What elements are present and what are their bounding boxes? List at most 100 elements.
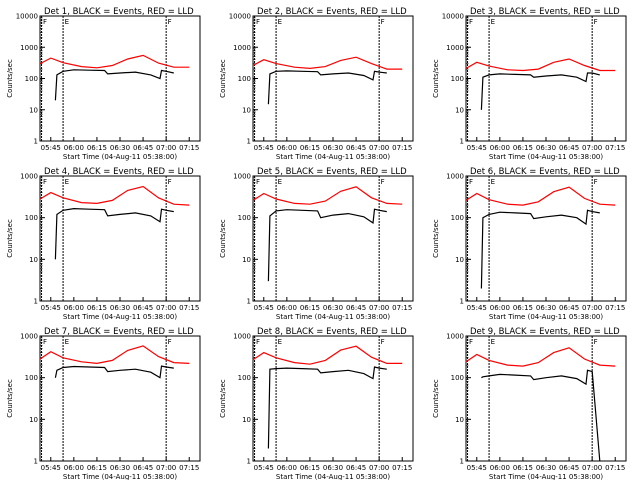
y-tick-label: 1000: [233, 173, 251, 181]
event-marker-label: F: [43, 18, 47, 26]
y-tick-label: 100: [238, 75, 251, 83]
x-tick-label: 07:00: [582, 464, 602, 472]
y-tick-label: 100: [451, 374, 464, 382]
lld-series-line: [252, 56, 403, 70]
y-tick-label: 10: [29, 106, 38, 114]
event-marker-label: F: [594, 178, 598, 186]
event-marker-label: F: [168, 18, 172, 26]
x-tick-label: 07:00: [369, 464, 389, 472]
chart-panel-det-8: Det 8, BLACK = Events, RED = LLD 1 10 100 10…: [219, 327, 414, 480]
events-series-line: [54, 365, 174, 379]
y-axis-label: Counts/sec: [219, 219, 227, 258]
event-marker-label: F: [469, 338, 473, 346]
y-axis-label: Counts/sec: [432, 219, 440, 258]
y-tick-label: 10: [242, 416, 251, 424]
x-axis-label: Start Time (04-Aug-11 05:38:00): [63, 153, 177, 161]
x-tick-label: 06:00: [64, 464, 84, 472]
chart-panel-det-6: Det 6, BLACK = Events, RED = LLD 1 10 100 10…: [432, 167, 627, 321]
event-marker-label: F: [256, 178, 260, 186]
lld-series-line: [465, 347, 616, 367]
x-axis-label: Start Time (04-Aug-11 05:38:00): [489, 313, 603, 321]
y-tick-label: 1000: [20, 333, 38, 341]
y-tick-label: 100: [451, 75, 464, 83]
x-tick-label: 07:15: [179, 304, 199, 312]
chart-title: Det 5, BLACK = Events, RED = LLD: [257, 167, 407, 177]
event-marker-label: F: [43, 338, 47, 346]
x-axis-label: Start Time (04-Aug-11 05:38:00): [489, 153, 603, 161]
events-series-line: [481, 369, 601, 462]
event-marker-label: F: [469, 18, 473, 26]
y-tick-label: 1: [247, 298, 251, 306]
event-marker-label: E: [65, 338, 69, 346]
x-tick-label: 06:00: [277, 464, 297, 472]
event-marker-label: F: [381, 338, 385, 346]
x-tick-label: 06:15: [87, 464, 107, 472]
x-tick-label: 07:00: [156, 304, 176, 312]
lld-series-line: [465, 186, 616, 206]
x-tick-label: 07:15: [605, 304, 625, 312]
events-series-line: [54, 207, 174, 260]
x-tick-label: 06:30: [323, 304, 343, 312]
y-axis-label: Counts/sec: [6, 59, 14, 98]
y-tick-label: 1000: [446, 44, 464, 52]
x-tick-label: 06:00: [277, 144, 297, 152]
y-axis-label: Counts/sec: [6, 219, 14, 258]
x-tick-label: 06:30: [323, 464, 343, 472]
events-series-line: [54, 69, 174, 101]
chart-title: Det 4, BLACK = Events, RED = LLD: [44, 167, 194, 177]
y-tick-label: 10: [455, 416, 464, 424]
y-tick-label: 100: [25, 214, 38, 222]
y-tick-label: 10: [455, 106, 464, 114]
y-axis-label: Counts/sec: [432, 379, 440, 418]
x-tick-label: 07:15: [179, 144, 199, 152]
chart-panel-det-3: Det 3, BLACK = Events, RED = LLD 1 10 100 10…: [432, 7, 627, 161]
x-tick-label: 06:15: [513, 464, 533, 472]
x-axis-label: Start Time (04-Aug-11 05:38:00): [276, 473, 390, 480]
chart-panel-det-2: Det 2, BLACK = Events, RED = LLD 1 10 100 10…: [219, 7, 414, 161]
plot-frame: [252, 15, 414, 142]
y-axis-label: Counts/sec: [219, 379, 227, 418]
event-marker-label: E: [65, 178, 69, 186]
plot-frame: [465, 335, 627, 462]
event-marker-label: F: [381, 178, 385, 186]
x-tick-label: 06:15: [87, 144, 107, 152]
x-tick-label: 07:15: [392, 304, 412, 312]
x-tick-label: 06:45: [559, 304, 579, 312]
plot-frame: [252, 175, 414, 302]
event-marker-label: E: [278, 18, 282, 26]
y-tick-label: 10000: [229, 13, 251, 21]
y-tick-label: 1: [460, 458, 464, 466]
chart-title: Det 6, BLACK = Events, RED = LLD: [470, 167, 620, 177]
x-tick-label: 06:45: [559, 144, 579, 152]
events-series-line: [267, 70, 387, 105]
lld-series-line: [252, 186, 403, 205]
event-marker-label: E: [491, 18, 495, 26]
chart-title: Det 3, BLACK = Events, RED = LLD: [470, 7, 620, 17]
event-marker-label: F: [381, 18, 385, 26]
x-tick-label: 05:45: [467, 144, 487, 152]
x-tick-label: 05:45: [41, 144, 61, 152]
x-tick-label: 05:45: [467, 304, 487, 312]
x-tick-label: 06:00: [277, 304, 297, 312]
event-marker-label: F: [256, 338, 260, 346]
x-tick-label: 06:30: [536, 144, 556, 152]
event-marker-label: F: [168, 338, 172, 346]
x-tick-label: 07:00: [582, 144, 602, 152]
chart-panel-det-9: Det 9, BLACK = Events, RED = LLD 1 10 100 10…: [432, 327, 627, 480]
event-marker-label: E: [278, 338, 282, 346]
x-tick-label: 06:45: [133, 464, 153, 472]
x-tick-label: 05:45: [467, 464, 487, 472]
x-tick-label: 06:15: [513, 144, 533, 152]
x-axis-label: Start Time (04-Aug-11 05:38:00): [276, 153, 390, 161]
x-tick-label: 06:00: [490, 144, 510, 152]
lld-series-line: [39, 54, 190, 69]
x-tick-label: 07:15: [392, 464, 412, 472]
x-tick-label: 05:45: [254, 144, 274, 152]
x-tick-label: 06:00: [64, 144, 84, 152]
x-tick-label: 06:00: [490, 464, 510, 472]
chart-panel-det-4: Det 4, BLACK = Events, RED = LLD 1 10 100 10…: [6, 167, 201, 321]
plot-frame: [39, 15, 201, 142]
y-tick-label: 100: [238, 214, 251, 222]
y-tick-label: 1000: [20, 173, 38, 181]
event-marker-label: F: [43, 178, 47, 186]
